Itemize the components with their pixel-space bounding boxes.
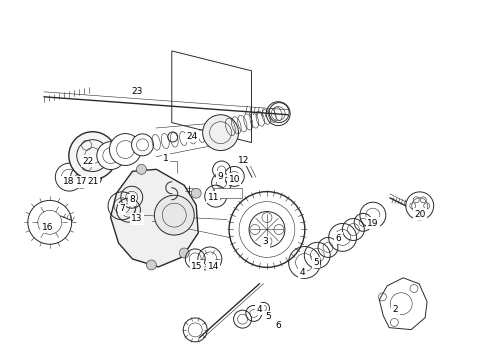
Text: 20: 20 (414, 210, 425, 219)
Text: 10: 10 (228, 175, 240, 184)
Text: 6: 6 (336, 234, 342, 243)
Circle shape (131, 134, 153, 156)
Circle shape (191, 188, 201, 198)
Circle shape (179, 248, 189, 258)
Text: 15: 15 (192, 262, 203, 271)
Text: 3: 3 (263, 237, 269, 246)
Text: 22: 22 (82, 157, 94, 166)
Text: 5: 5 (266, 312, 271, 321)
Bar (214, 188, 242, 198)
Circle shape (203, 115, 239, 150)
Text: 1: 1 (163, 154, 169, 163)
Text: 16: 16 (42, 223, 53, 232)
Polygon shape (379, 278, 427, 330)
Text: 17: 17 (76, 177, 87, 186)
Text: 8: 8 (129, 195, 135, 204)
Text: 7: 7 (119, 204, 125, 213)
Text: 21: 21 (87, 177, 98, 186)
Circle shape (69, 132, 117, 180)
Text: 4: 4 (257, 305, 263, 314)
Circle shape (136, 165, 147, 174)
Text: 14: 14 (208, 262, 219, 271)
Text: 6: 6 (275, 321, 281, 330)
Text: 5: 5 (314, 258, 319, 267)
Text: 13: 13 (131, 214, 143, 223)
Circle shape (154, 195, 194, 235)
Text: 9: 9 (218, 172, 223, 181)
Circle shape (147, 260, 156, 270)
Text: 2: 2 (392, 305, 398, 314)
Circle shape (109, 134, 141, 166)
Text: 11: 11 (208, 193, 219, 202)
Text: 4: 4 (300, 268, 305, 277)
Polygon shape (111, 169, 198, 267)
Text: 24: 24 (187, 132, 198, 141)
Polygon shape (172, 51, 251, 143)
Text: 12: 12 (238, 156, 250, 165)
Text: 19: 19 (367, 219, 379, 228)
Text: 23: 23 (131, 86, 142, 95)
Text: 18: 18 (63, 177, 74, 186)
Circle shape (97, 142, 125, 170)
